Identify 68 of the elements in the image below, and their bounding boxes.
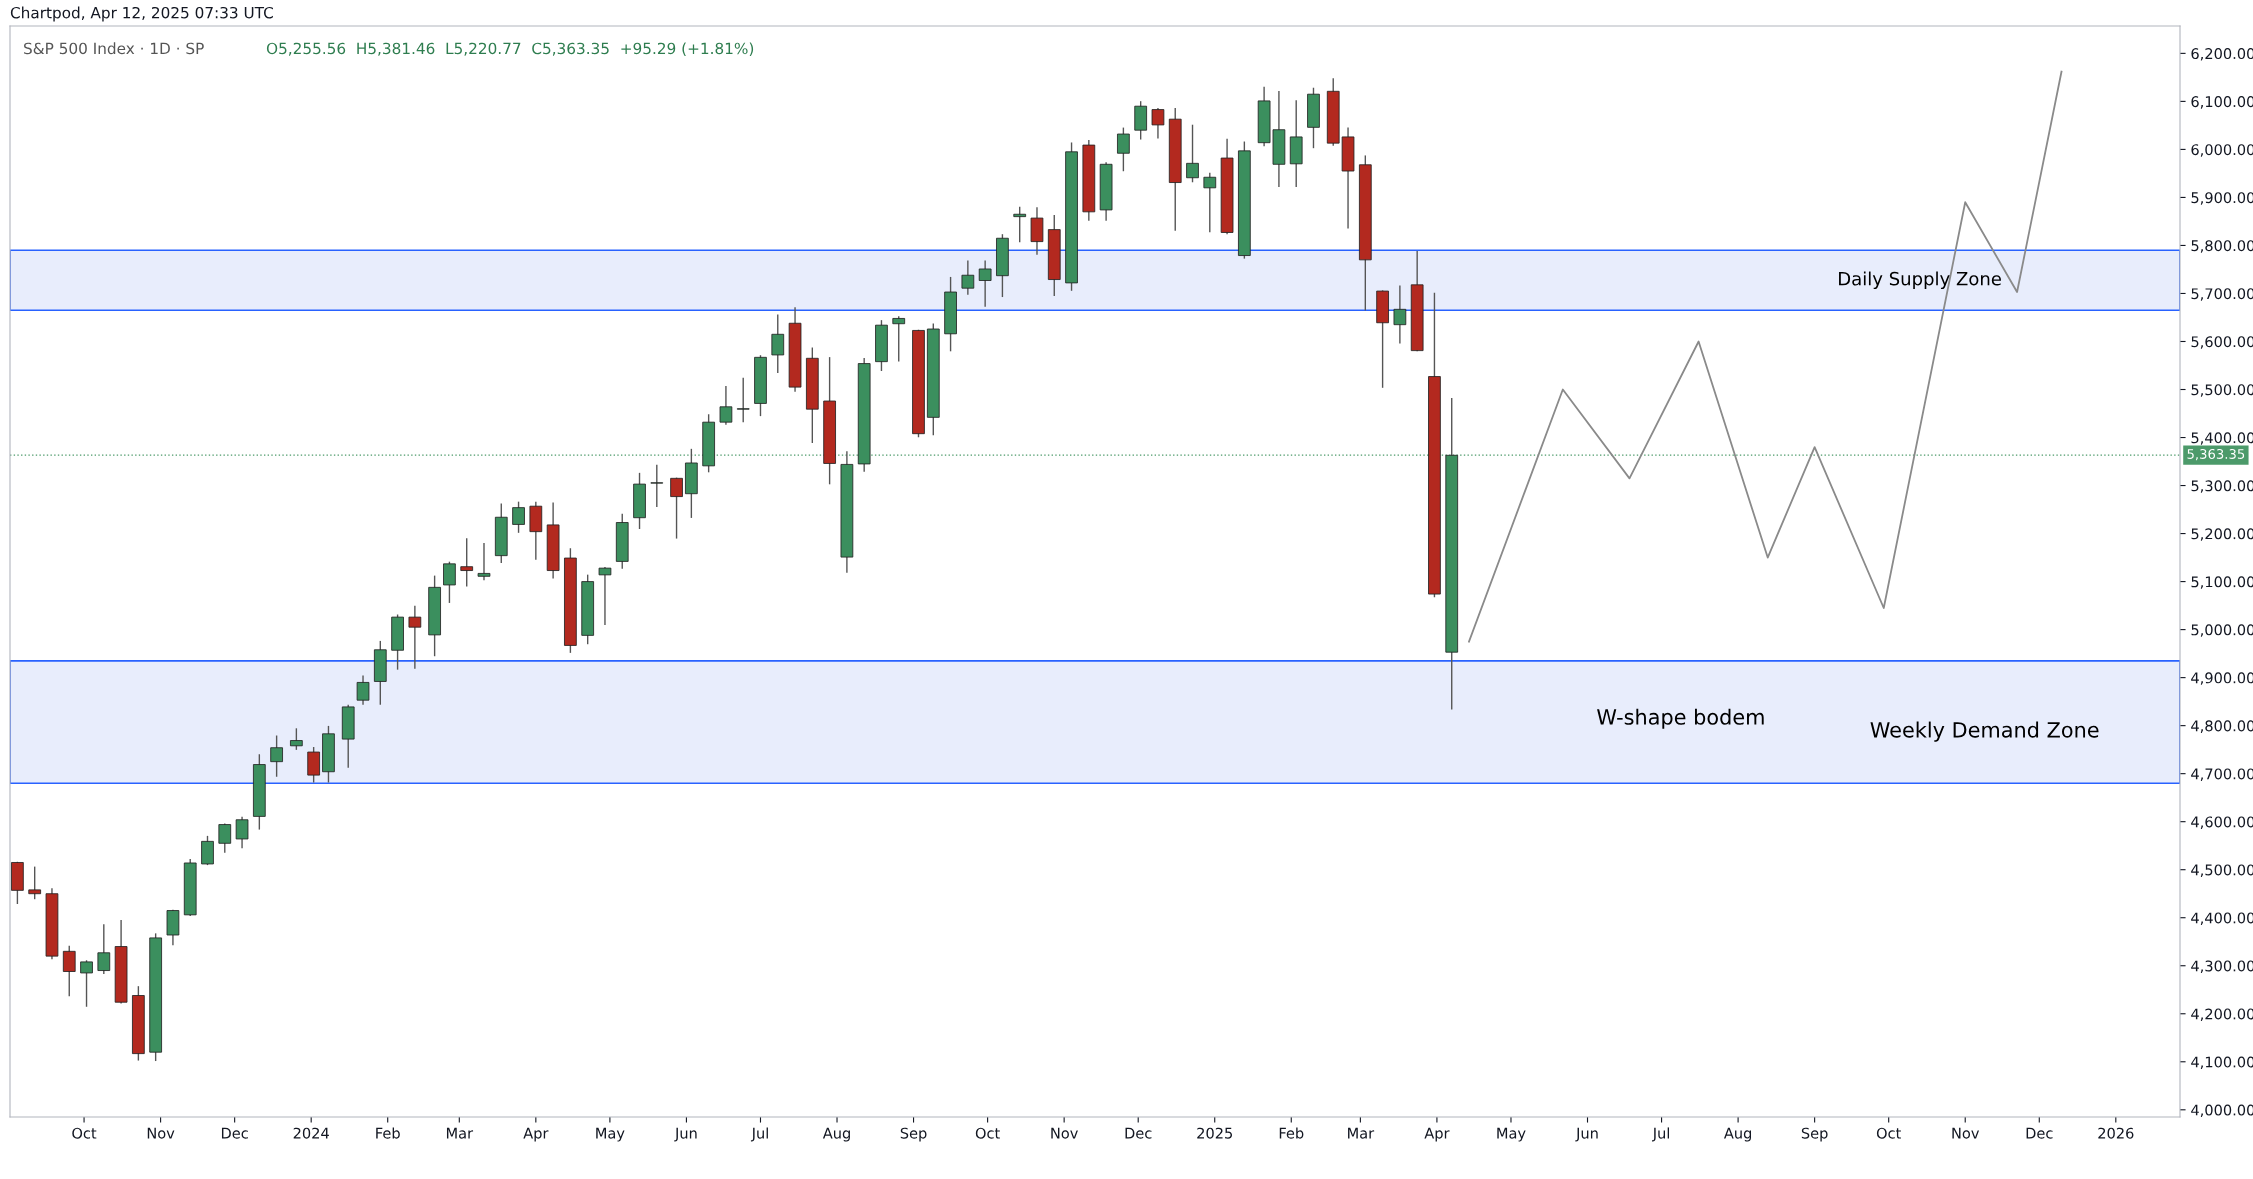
x-tick-label: Jul [750,1127,768,1142]
x-tick-label: Nov [1051,1127,1078,1139]
x-tick-label: Feb [1279,1127,1304,1139]
x-tick-label: Sep [900,1127,927,1142]
x-tick-label: Jul [1652,1127,1669,1142]
candlestick [1186,124,1199,183]
candlestick [443,561,456,603]
x-tick-label: Feb [376,1127,400,1139]
candlestick [28,866,42,900]
candlestick [771,314,785,373]
x-tick-label: Aug [822,1127,850,1142]
candlestick [978,260,992,307]
x-tick-label: Aug [1723,1127,1752,1142]
annotation: W-shape bodem [1597,708,1764,729]
candlestick [719,385,733,425]
x-tick-label: 2025 [1197,1127,1233,1139]
x-tick-label: May [596,1127,625,1142]
candlestick [1203,172,1217,233]
text: Chartpod, Apr 12, 2025 07:33 UTC [10,6,273,22]
candlestick [961,260,975,295]
x-tick-label: Apr [1424,1127,1450,1142]
text: O5,255.56 H5,381.46 L5,220.77 C5,363.35 +95.29 (+1.81%) [266,42,754,56]
x-tick-label: Sep [1801,1127,1828,1142]
candlestick [97,924,111,975]
candlestick [650,464,664,507]
x-tick-label: Mar [1348,1127,1375,1139]
candlestick [408,605,422,669]
candlestick [892,316,906,362]
candlestick [598,566,612,626]
candlestick [235,816,249,849]
text: S&P 500 Index · 1D · SP [24,42,204,55]
candlestick [201,835,214,866]
candlestick [460,538,474,587]
x-tick-label: Jun [1575,1127,1598,1142]
line-series [1468,70,2063,643]
x-tick-label: Mar [446,1127,474,1139]
x-tick-label: Oct [975,1127,1000,1139]
x-tick-label: May [1497,1127,1526,1142]
band-label: Weekly Demand Zone [1870,721,2099,742]
x-tick-label: 2026 [2098,1127,2134,1139]
candlestick [477,542,491,581]
band-label: Daily Supply Zone [1839,271,2001,289]
candlestick [356,675,370,705]
x-tick-label: Jun [674,1127,697,1142]
candlestick [736,377,750,423]
x-tick-label: Dec [1125,1127,1152,1139]
candlestick [512,501,525,533]
candlestick [1393,285,1407,344]
x-tick-label: Nov [147,1127,175,1139]
candlestick [1030,207,1044,255]
x-tick-label: Oct [72,1127,97,1139]
x-tick-label: 2024 [293,1127,329,1139]
candlestick [62,945,76,997]
candlestick [80,960,93,1007]
candlestick [1013,206,1027,243]
x-tick-label: Oct [1876,1127,1901,1139]
x-tick-label: Dec [221,1127,248,1139]
candlestick [307,747,320,783]
candlestick [290,728,303,750]
candlestick [1151,107,1165,139]
candlestick [670,477,683,539]
x-tick-label: Apr [523,1127,549,1142]
ref-line-label: 5,363.35 [2187,448,2245,461]
x-tick-label: Nov [1952,1127,1980,1139]
candlestick [218,823,232,853]
candlestick [270,735,283,777]
candlestick [1117,127,1130,172]
x-tick-label: Dec [2026,1127,2053,1139]
